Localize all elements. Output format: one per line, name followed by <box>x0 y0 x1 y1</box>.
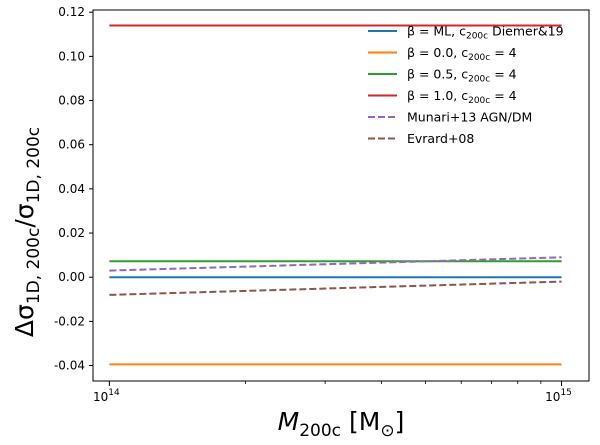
y-tick-label: 0.10 <box>58 49 85 63</box>
plot-lines-layer <box>109 24 562 366</box>
y-tick-label: 0.12 <box>58 5 85 19</box>
x-axis-label: M200c [M⊙] <box>278 407 405 441</box>
legend: β = ML, c200c Diemer&19 β = 0.0, c200c = … <box>368 24 564 146</box>
y-tick-label: 0.02 <box>58 226 85 240</box>
series-line-4 <box>109 256 562 272</box>
legend-label-0: β = ML, c200c Diemer&19 <box>407 24 564 42</box>
y-tick-label: -0.02 <box>54 314 85 328</box>
y-tick-label: 0.08 <box>58 94 85 108</box>
y-tick-label: 0.04 <box>58 182 85 196</box>
legend-label-1: β = 0.0, c200c = 4 <box>407 45 517 63</box>
legend-label-5: Evrard+08 <box>407 131 474 146</box>
x-tick-label: 1015 <box>545 388 572 404</box>
legend-label-4: Munari+13 AGN/DM <box>407 110 532 125</box>
y-tick-label: 0.00 <box>58 270 85 284</box>
y-tick-label: -0.04 <box>54 359 85 373</box>
plot-area-frame <box>92 9 590 382</box>
legend-label-3: β = 1.0, c200c = 4 <box>407 88 517 106</box>
x-tick-label: 1014 <box>93 388 120 404</box>
ticks-layer: 0.12 0.10 0.08 0.06 0.04 0.02 0.00 -0.02 -0.04 10… <box>54 5 572 404</box>
y-tick-label: 0.06 <box>58 138 85 152</box>
y-axis-label: Δσ1D, 200c/σ1D, 200c <box>10 127 44 337</box>
legend-label-2: β = 0.5, c200c = 4 <box>407 67 517 85</box>
series-line-5 <box>109 280 562 296</box>
